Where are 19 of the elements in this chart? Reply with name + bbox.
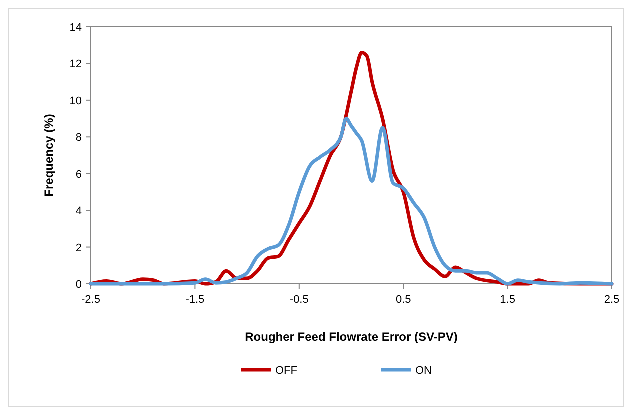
y-axis-title: Frequency (%) <box>42 114 56 197</box>
y-tick-label: 12 <box>70 58 82 71</box>
legend-label: ON <box>416 365 432 377</box>
y-tick-label: 8 <box>76 132 82 144</box>
x-tick-label: -0.5 <box>290 294 309 306</box>
y-tick-label: 6 <box>76 168 82 181</box>
x-tick-label: -1.5 <box>186 294 205 306</box>
y-tick-label: 4 <box>76 206 82 218</box>
y-tick-label: 0 <box>76 279 82 291</box>
y-tick-label: 10 <box>70 95 82 108</box>
x-axis-title: Rougher Feed Flowrate Error (SV-PV) <box>245 330 458 344</box>
x-tick-label: -2.5 <box>82 294 100 306</box>
y-tick-label: 2 <box>76 242 82 254</box>
y-tick-label: 14 <box>70 22 82 34</box>
legend-label: OFF <box>276 365 298 377</box>
x-tick-label: 2.5 <box>604 294 620 306</box>
line-series <box>89 117 614 286</box>
x-tick-label: 1.5 <box>500 294 516 306</box>
x-tick-label: 0.5 <box>396 294 412 306</box>
